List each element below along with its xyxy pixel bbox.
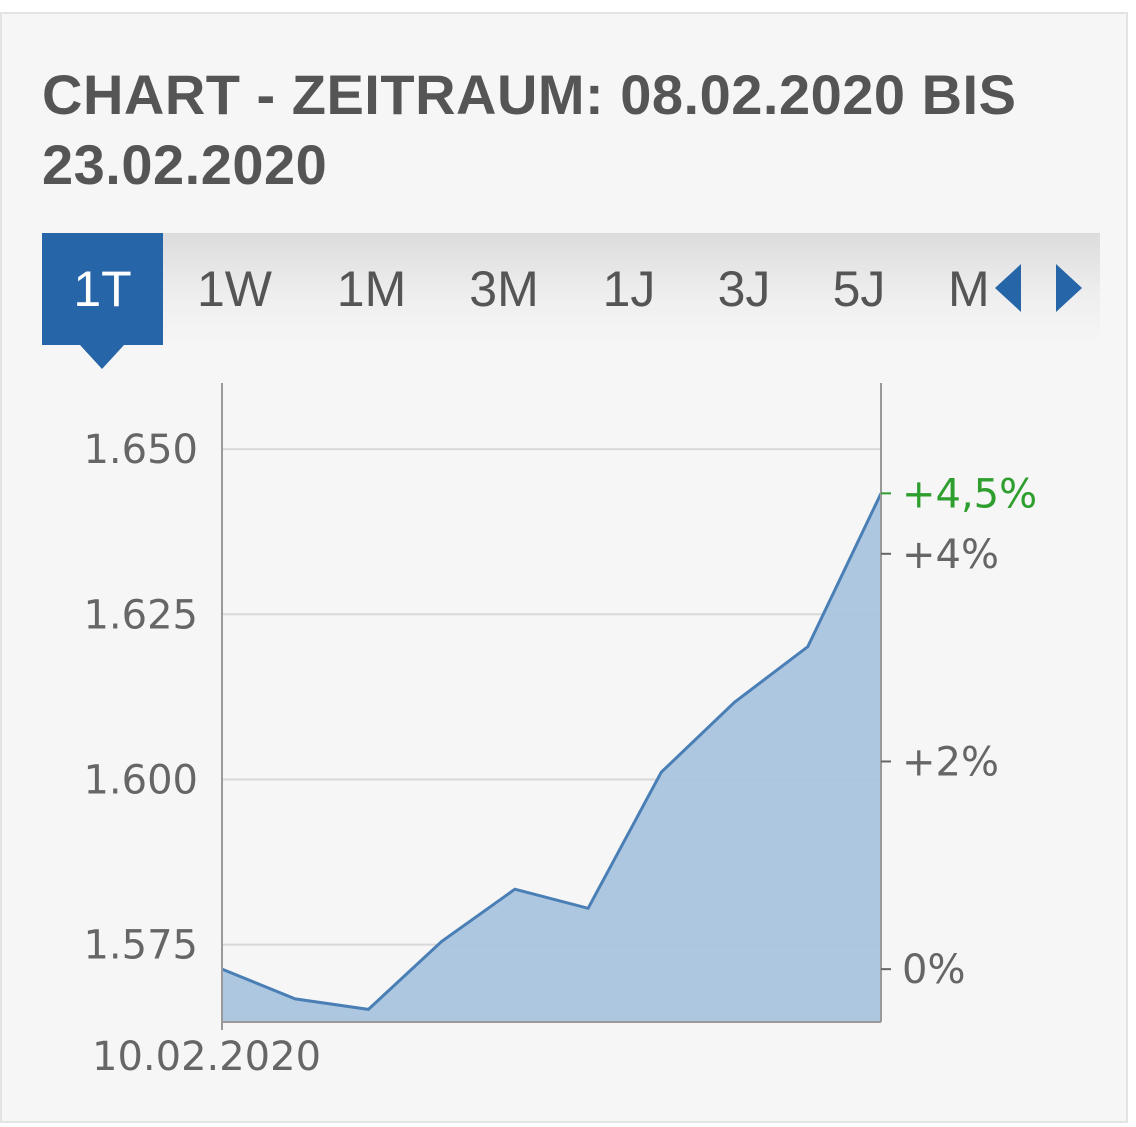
y-tick-label: 1.625 — [83, 592, 198, 638]
tab-3j[interactable]: 3J — [717, 261, 771, 317]
axes — [221, 383, 891, 1030]
percent-tick-label: +4% — [902, 532, 999, 578]
period-tab-bar: 1T 1W 1M 3M 1J 3J 5J MAX — [42, 233, 1100, 345]
data-point — [734, 701, 736, 703]
tab-max[interactable]: MAX — [948, 261, 987, 317]
y-tick-labels: 1.650 1.625 1.600 1.575 — [83, 427, 198, 969]
percent-tick-label: 0% — [902, 947, 965, 993]
percent-tick-label: +2% — [902, 739, 999, 785]
y-tick-label: 1.600 — [83, 757, 198, 803]
period-tabs: 1T 1W 1M 3M 1J 3J 5J MAX — [42, 233, 987, 345]
tab-5j[interactable]: 5J — [832, 261, 886, 317]
x-tick-label: 10.02.2020 — [92, 1034, 321, 1080]
y-tick-label: 1.575 — [83, 923, 198, 969]
tab-1w[interactable]: 1W — [197, 261, 272, 317]
percent-tick-labels: 0% +2% +4% +4,5% — [902, 471, 1037, 993]
area-fill — [222, 493, 881, 1022]
data-point — [807, 646, 809, 648]
tab-3m[interactable]: 3M — [469, 261, 539, 317]
y-tick-label: 1.650 — [83, 427, 198, 473]
x-tick-labels: 10.02.2020 — [92, 1034, 321, 1080]
data-point — [441, 940, 443, 942]
data-point — [660, 771, 662, 773]
data-point — [587, 907, 589, 909]
last-change-label: +4,5% — [902, 471, 1037, 517]
triangle-left-icon[interactable] — [993, 262, 1023, 314]
tab-1j[interactable]: 1J — [602, 261, 656, 317]
price-chart: 1.650 1.625 1.600 1.575 0% +2% +4% +4,5% 10.02… — [83, 383, 1037, 1080]
tab-1t[interactable]: 1T — [42, 233, 163, 345]
data-point — [514, 888, 516, 890]
active-tab-pointer — [80, 345, 124, 369]
data-point — [294, 998, 296, 1000]
area-series — [221, 492, 883, 1022]
data-point — [367, 1008, 369, 1010]
triangle-right-icon[interactable] — [1054, 262, 1084, 314]
page-title: CHART - ZEITRAUM: 08.02.2020 BIS 23.02.2… — [42, 63, 1017, 196]
price-line — [221, 492, 883, 1011]
tab-1m[interactable]: 1M — [336, 261, 407, 317]
